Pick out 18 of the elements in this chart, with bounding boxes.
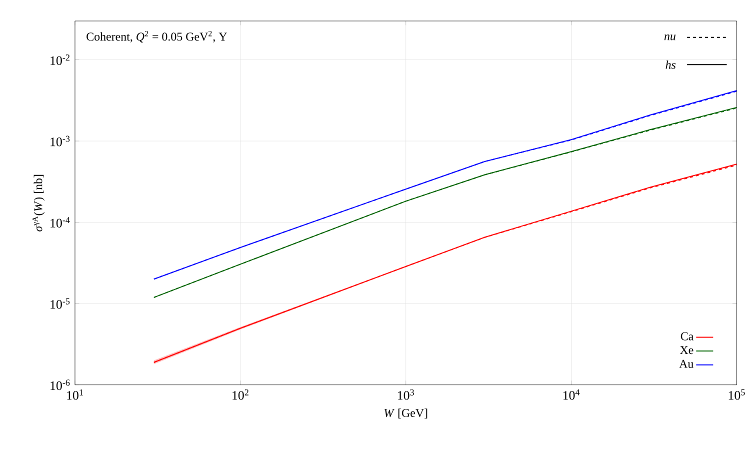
annotation: Coherent, Q$^{2}$ = 0.05 GeV$^{2}$, Υ	[86, 31, 227, 43]
y-tick-label: 10$^{-4}$	[50, 217, 70, 228]
y-tick-label: 10$^{-3}$	[50, 136, 70, 146]
y-tick-label: 10$^{-2}$	[50, 54, 70, 66]
y-axis-title: σ$^{γA}$(W) [nb]	[32, 175, 45, 232]
y-tick-label: 10$^{-5}$	[50, 298, 70, 309]
annotation: nu	[664, 34, 676, 40]
x-tick-label: 10$^{4}$	[563, 389, 580, 400]
x-tick-label: 10$^{2}$	[232, 389, 248, 400]
legend-label: Xe	[680, 346, 694, 354]
legend-label: Au	[679, 360, 694, 368]
x-tick-label: 10$^{3}$	[398, 389, 414, 400]
annotation: hs	[666, 60, 676, 69]
legend-label: Ca	[680, 332, 694, 340]
x-tick-label: 10$^{1}$	[67, 389, 83, 400]
x-tick-label: 10$^{5}$	[728, 389, 745, 400]
y-tick-label: 10$^{-6}$	[50, 380, 70, 390]
x-axis-title: W [GeV]	[384, 408, 428, 419]
